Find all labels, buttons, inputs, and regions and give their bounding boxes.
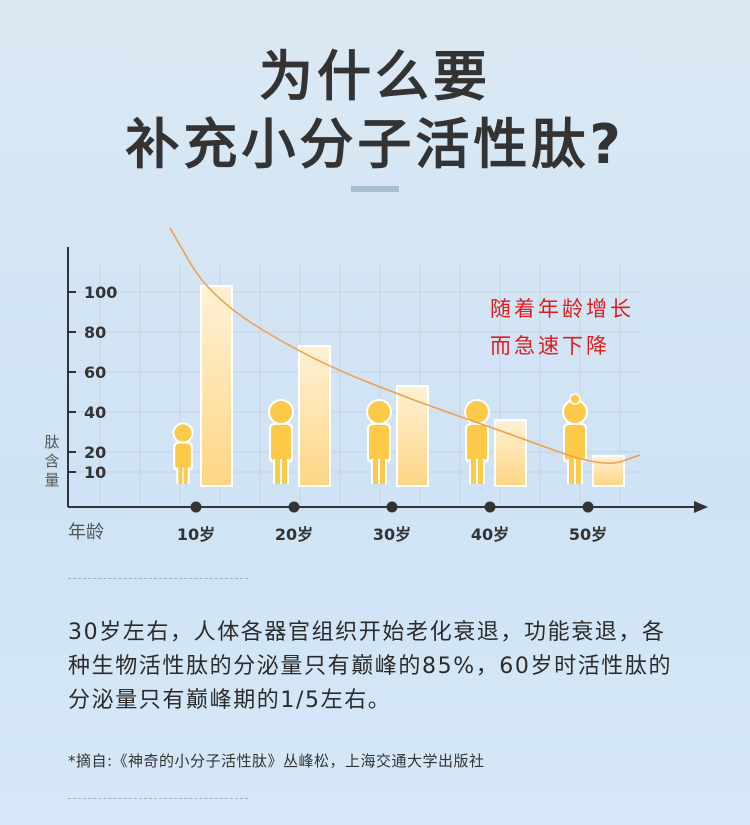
x-axis-label: 年龄 bbox=[68, 522, 104, 543]
x-axis-dot bbox=[288, 501, 300, 513]
x-axis-dots bbox=[190, 501, 594, 513]
y-tick-label: 20 bbox=[84, 443, 106, 462]
y-tick-label: 40 bbox=[84, 403, 106, 422]
y-tick-label: 80 bbox=[84, 323, 106, 342]
person-figure bbox=[366, 399, 392, 484]
person-figures bbox=[172, 393, 588, 484]
y-tick-label: 10 bbox=[84, 463, 106, 482]
x-axis-dot bbox=[484, 501, 496, 513]
dotted-divider-bottom bbox=[68, 798, 248, 799]
x-tick-label: 10岁 bbox=[177, 525, 215, 544]
bar bbox=[298, 345, 331, 487]
x-axis-dot bbox=[582, 501, 594, 513]
title-divider bbox=[351, 186, 399, 192]
x-tick-labels: 10岁 20岁 30岁 40岁 50岁 bbox=[177, 525, 607, 544]
person-figure bbox=[172, 422, 194, 484]
y-axis-label-line3: 量 bbox=[44, 471, 59, 489]
description-text: 30岁左右，人体各器官组织开始老化衰退，功能衰退，各种生物活性肽的分泌量只有巅峰… bbox=[68, 620, 673, 713]
x-tick-label: 20岁 bbox=[275, 525, 313, 544]
trend-line bbox=[169, 227, 641, 464]
y-axis-label-line1: 肽 bbox=[44, 433, 59, 451]
source-citation: *摘自:《神奇的小分子活性肽》丛峰松，上海交通大学出版社 bbox=[68, 752, 485, 770]
y-tick-label: 60 bbox=[84, 363, 106, 382]
bar bbox=[592, 455, 625, 487]
bars bbox=[200, 285, 625, 487]
x-tick-label: 30岁 bbox=[373, 525, 411, 544]
x-tick-label: 40岁 bbox=[471, 525, 509, 544]
dotted-divider-top bbox=[68, 578, 248, 579]
x-axis-dot bbox=[386, 501, 398, 513]
bar bbox=[396, 385, 429, 487]
person-figure bbox=[464, 399, 490, 484]
x-tick-label: 50岁 bbox=[569, 525, 607, 544]
page-title-line1: 为什么要 bbox=[259, 45, 491, 108]
y-tick-label: 100 bbox=[84, 283, 117, 302]
x-axis-dot bbox=[190, 501, 202, 513]
annotation-line1: 随着年龄增长 bbox=[490, 297, 634, 321]
y-axis-label-line2: 含 bbox=[44, 452, 59, 470]
bar bbox=[200, 285, 233, 487]
person-figure bbox=[268, 399, 294, 484]
person-figure bbox=[562, 393, 588, 484]
x-axis-arrow bbox=[694, 501, 708, 513]
annotation-line2: 而急速下降 bbox=[490, 334, 610, 358]
page-title-line2: 补充小分子活性肽? bbox=[125, 113, 625, 176]
